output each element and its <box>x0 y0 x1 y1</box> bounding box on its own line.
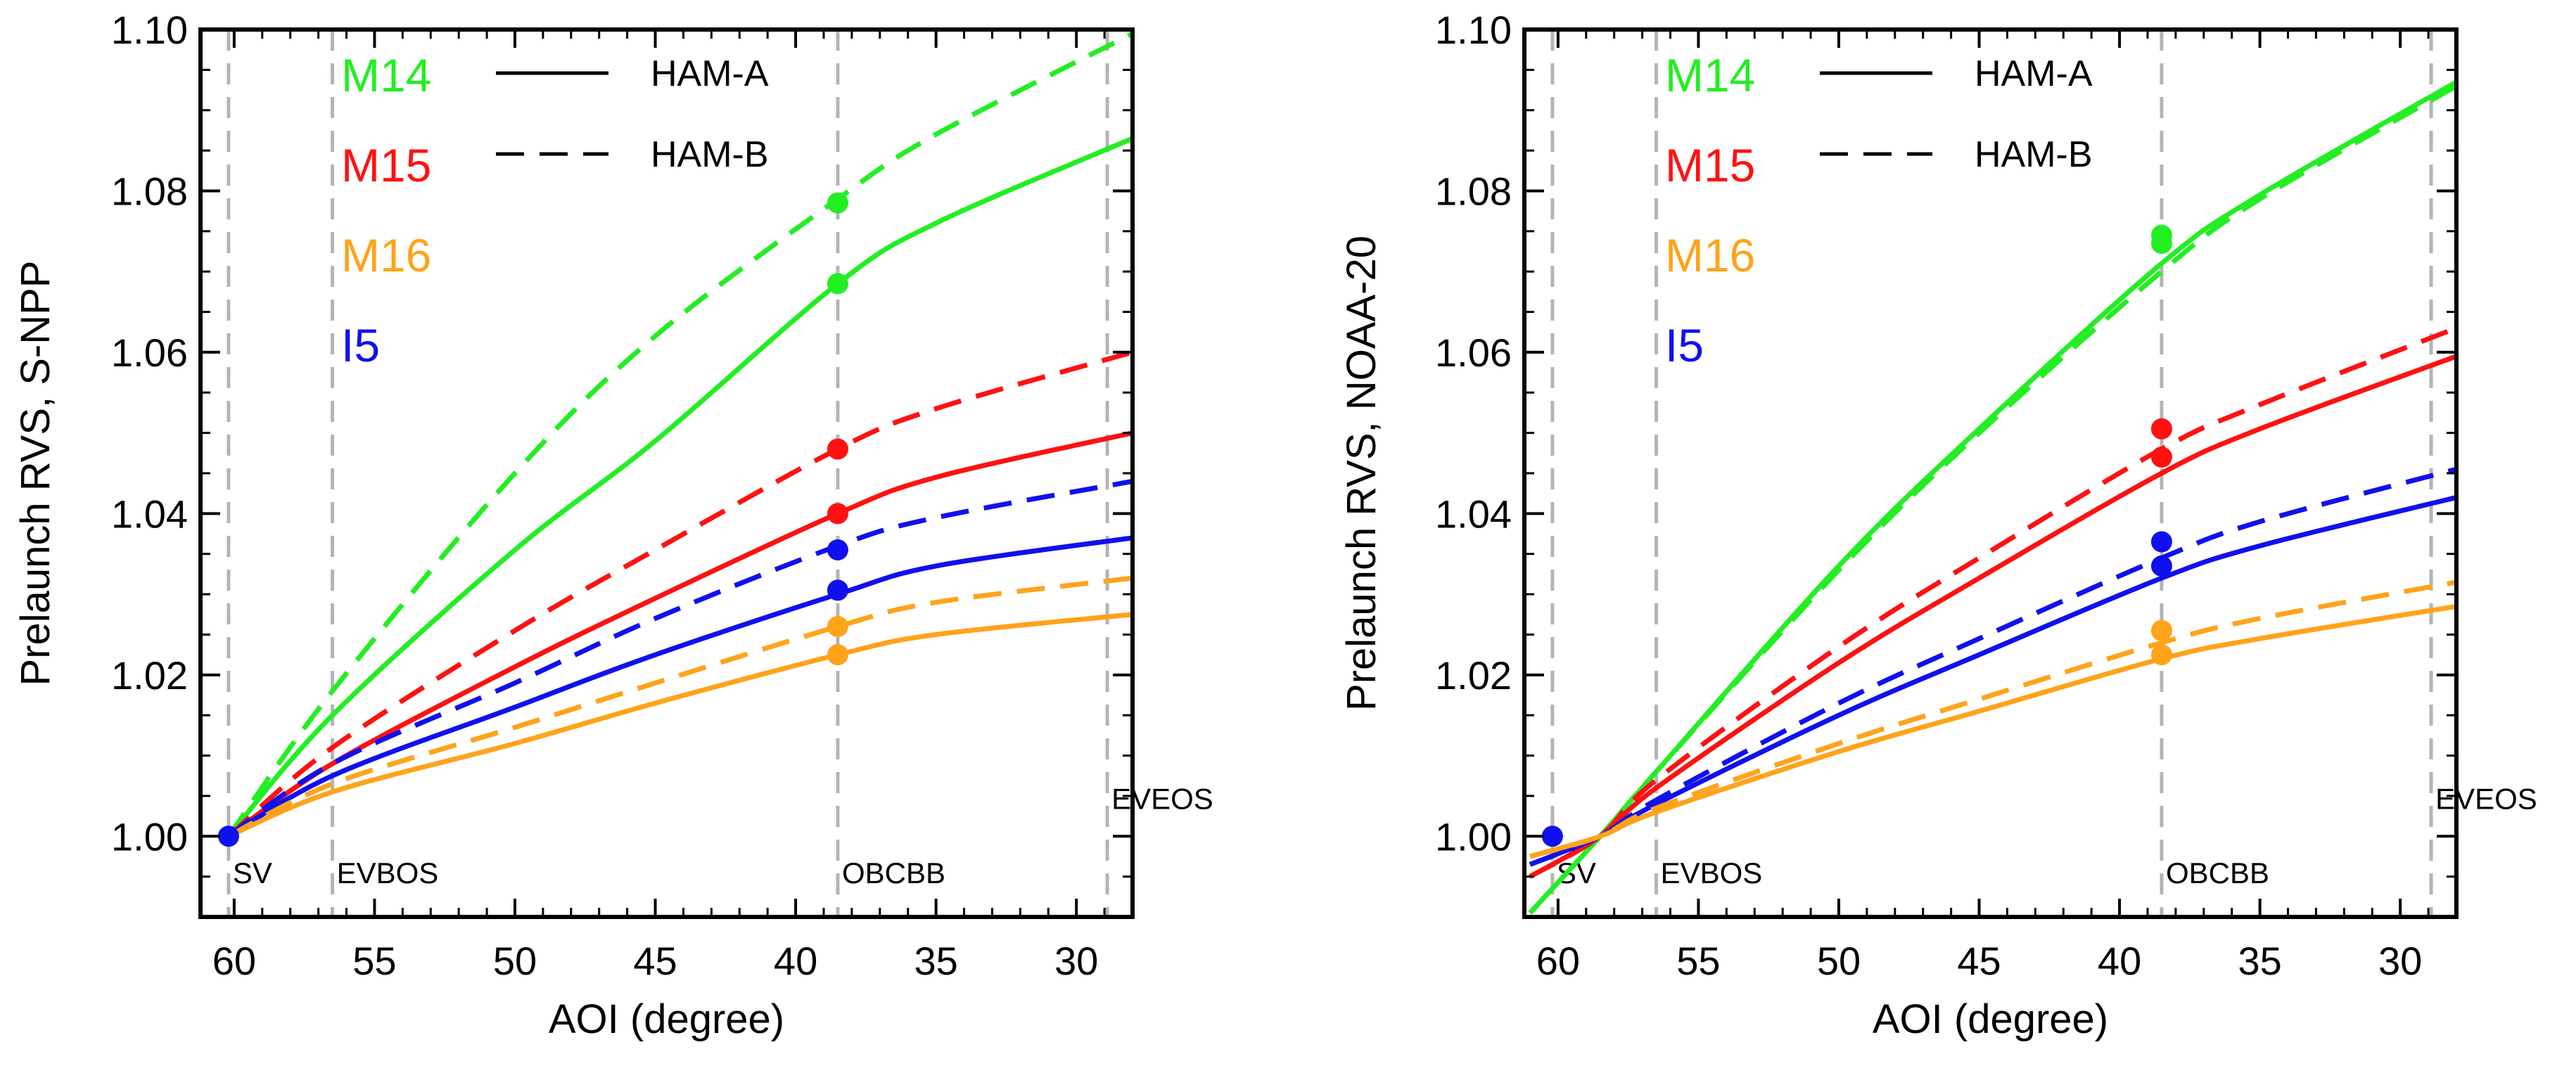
y-tick-label: 1.06 <box>1435 330 1512 375</box>
y-tick-label: 1.00 <box>111 814 188 859</box>
x-tick-label: 55 <box>352 939 396 983</box>
series-line-m16-ham-b <box>227 575 1133 839</box>
data-point-i5 <box>827 539 848 560</box>
legend-style-label: HAM-A <box>651 53 769 94</box>
data-point-m14 <box>827 273 848 295</box>
x-tick-label: 50 <box>1817 939 1861 983</box>
series-line-m15-ham-a <box>227 430 1133 839</box>
legend-style-label: HAM-A <box>1975 53 2093 94</box>
series-line-m16-ham-b <box>1529 579 2456 859</box>
legend-band-label: M14 <box>1665 49 1755 101</box>
series-line-i5-ham-a <box>227 535 1133 839</box>
x-tick-label: 35 <box>914 939 957 983</box>
reference-label-eveos: EVEOS <box>2435 782 2537 815</box>
series-line-m15-ham-b <box>227 349 1133 838</box>
series-line-m14-ham-a <box>227 136 1133 838</box>
reference-label-obcbb: OBCBB <box>842 856 945 890</box>
reference-label-sv: SV <box>233 856 272 890</box>
data-point-m15 <box>2150 418 2172 439</box>
data-point-m16 <box>2150 619 2172 641</box>
x-tick-label: 45 <box>633 939 677 983</box>
data-point-m15 <box>827 503 848 525</box>
reference-label-obcbb: OBCBB <box>2166 856 2269 890</box>
x-axis-title: AOI (degree) <box>1873 996 2108 1042</box>
y-tick-label: 1.04 <box>111 492 188 536</box>
legend-band-label: I5 <box>341 319 380 371</box>
data-point-m16 <box>827 644 848 666</box>
series-group <box>1528 79 2456 915</box>
data-point-i5 <box>827 579 848 601</box>
y-tick-label: 1.02 <box>1435 653 1512 698</box>
legend-style-label: HAM-B <box>651 134 769 175</box>
data-point-m15 <box>827 438 848 460</box>
reference-label-evbos: EVBOS <box>1661 856 1763 890</box>
x-tick-label: 30 <box>2378 939 2422 983</box>
series-line-i5-ham-b <box>227 479 1133 839</box>
reference-label-eveos: EVEOS <box>1111 782 1213 815</box>
series-line-m16-ham-a <box>227 612 1133 839</box>
series-line-m16-ham-a <box>1529 603 2456 859</box>
x-tick-label: 60 <box>1536 939 1580 983</box>
legend-band-label: M16 <box>1665 229 1755 281</box>
y-tick-label: 1.08 <box>1435 169 1512 213</box>
x-tick-label: 45 <box>1957 939 2001 983</box>
data-point-i5 <box>217 826 239 847</box>
legend-band-label: M16 <box>341 229 431 281</box>
data-point-i5 <box>2150 555 2172 577</box>
y-axis-title: Prelaunch RVS, NOAA-20 <box>1339 236 1384 711</box>
y-tick-label: 1.02 <box>111 653 188 698</box>
y-tick-label: 1.10 <box>1435 8 1512 52</box>
legend-band-label: M14 <box>341 49 431 101</box>
y-tick-label: 1.06 <box>111 330 188 375</box>
x-tick-label: 55 <box>1676 939 1720 983</box>
series-line-m15-ham-b <box>1529 326 2456 879</box>
series-group <box>217 31 1133 847</box>
data-point-i5 <box>2150 531 2172 553</box>
x-tick-label: 50 <box>493 939 537 983</box>
y-tick-label: 1.00 <box>1435 814 1512 859</box>
series-line-m14-ham-a <box>1528 79 2456 915</box>
x-tick-label: 35 <box>2238 939 2281 983</box>
data-point-m16 <box>827 615 848 637</box>
chart-panel-left: SV EVBOS OBCBB EVEOS 60 55 50 45 40 35 30 1.00 1.02 1… <box>13 8 1213 1042</box>
legend-band-label: M15 <box>1665 139 1755 191</box>
y-tick-label: 1.08 <box>111 169 188 213</box>
data-point-m14 <box>827 192 848 214</box>
x-tick-label: 30 <box>1054 939 1098 983</box>
y-tick-label: 1.10 <box>111 8 188 52</box>
series-line-m14-ham-b <box>227 31 1133 838</box>
x-axis-title: AOI (degree) <box>549 996 784 1042</box>
data-point-m15 <box>2150 447 2172 468</box>
data-point-m14 <box>2150 233 2172 255</box>
x-tick-label: 60 <box>212 939 256 983</box>
legend-style-label: HAM-B <box>1975 134 2093 175</box>
x-tick-label: 40 <box>2098 939 2141 983</box>
y-tick-label: 1.04 <box>1435 492 1512 536</box>
legend-band-label: I5 <box>1665 319 1704 371</box>
series-line-m14-ham-b <box>1528 84 2456 915</box>
data-point-i5 <box>1541 826 1563 847</box>
x-tick-label: 40 <box>774 939 817 983</box>
y-axis-title: Prelaunch RVS, S-NPP <box>13 261 58 686</box>
reference-label-evbos: EVBOS <box>337 856 439 890</box>
data-point-m16 <box>2150 644 2172 666</box>
legend-band-label: M15 <box>341 139 431 191</box>
